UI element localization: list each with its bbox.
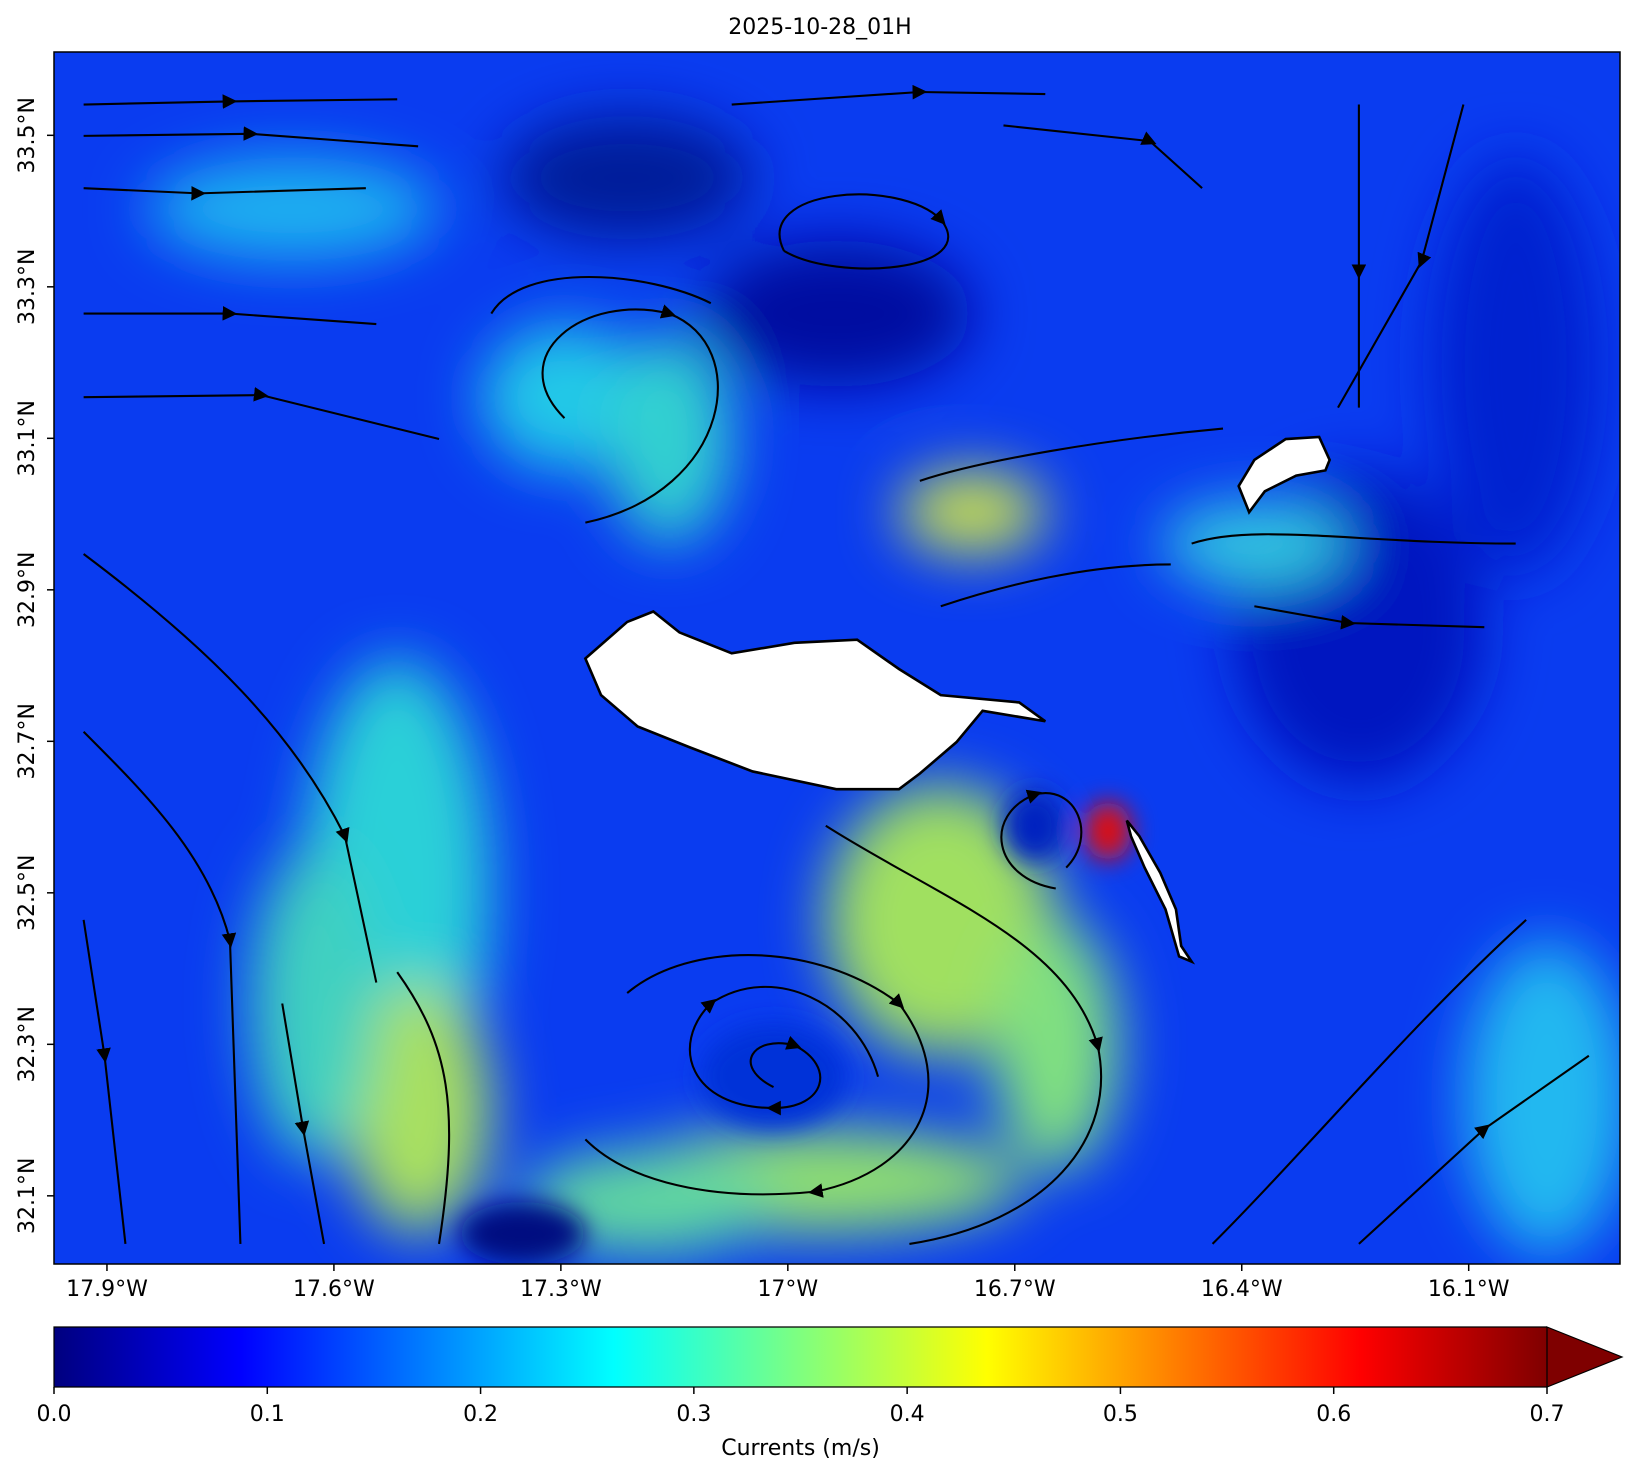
map-title: 2025-10-28_01H	[728, 15, 911, 40]
map-frame	[53, 51, 1621, 1265]
y-tick-label: 32.7°N	[15, 703, 40, 779]
colorbar-extend	[1546, 1326, 1624, 1388]
current-field	[54, 52, 1620, 1264]
x-tick-label: 17.6°W	[293, 1277, 375, 1302]
streamlines	[82, 84, 1590, 1245]
colorbar-frame	[53, 1326, 1547, 1388]
x-tick-label: 16.4°W	[1201, 1277, 1283, 1302]
colorbar-tick-label: 0.7	[1530, 1402, 1565, 1427]
y-tick-label: 32.3°N	[15, 1006, 40, 1082]
x-tick-label: 17°W	[757, 1277, 818, 1302]
colorbar-tick-label: 0.2	[463, 1402, 498, 1427]
x-tick-label: 17.9°W	[66, 1277, 148, 1302]
y-tick-label: 33.5°N	[15, 97, 40, 173]
x-tick-label: 16.7°W	[974, 1277, 1056, 1302]
colorbar: 0.0 0.1 0.2 0.3 0.4 0.5 0.6 0.7 Currents (m/s)	[37, 1326, 1624, 1461]
y-tick-label: 33.1°N	[15, 400, 40, 476]
y-tick-label: 32.1°N	[15, 1158, 40, 1234]
x-tick-label: 17.3°W	[520, 1277, 602, 1302]
x-tick-label: 16.1°W	[1428, 1277, 1510, 1302]
colorbar-tick-label: 0.3	[676, 1402, 711, 1427]
colorbar-tick-label: 0.6	[1316, 1402, 1351, 1427]
y-tick-label: 33.3°N	[15, 249, 40, 325]
y-tick-label: 32.5°N	[15, 855, 40, 931]
colorbar-tick-label: 0.0	[37, 1402, 72, 1427]
y-tick-label: 32.9°N	[15, 552, 40, 628]
colorbar-fill	[54, 1327, 1547, 1387]
colorbar-tick-label: 0.5	[1103, 1402, 1138, 1427]
colorbar-tick-label: 0.4	[890, 1402, 925, 1427]
colorbar-label: Currents (m/s)	[721, 1436, 880, 1461]
colorbar-tick-label: 0.1	[250, 1402, 285, 1427]
